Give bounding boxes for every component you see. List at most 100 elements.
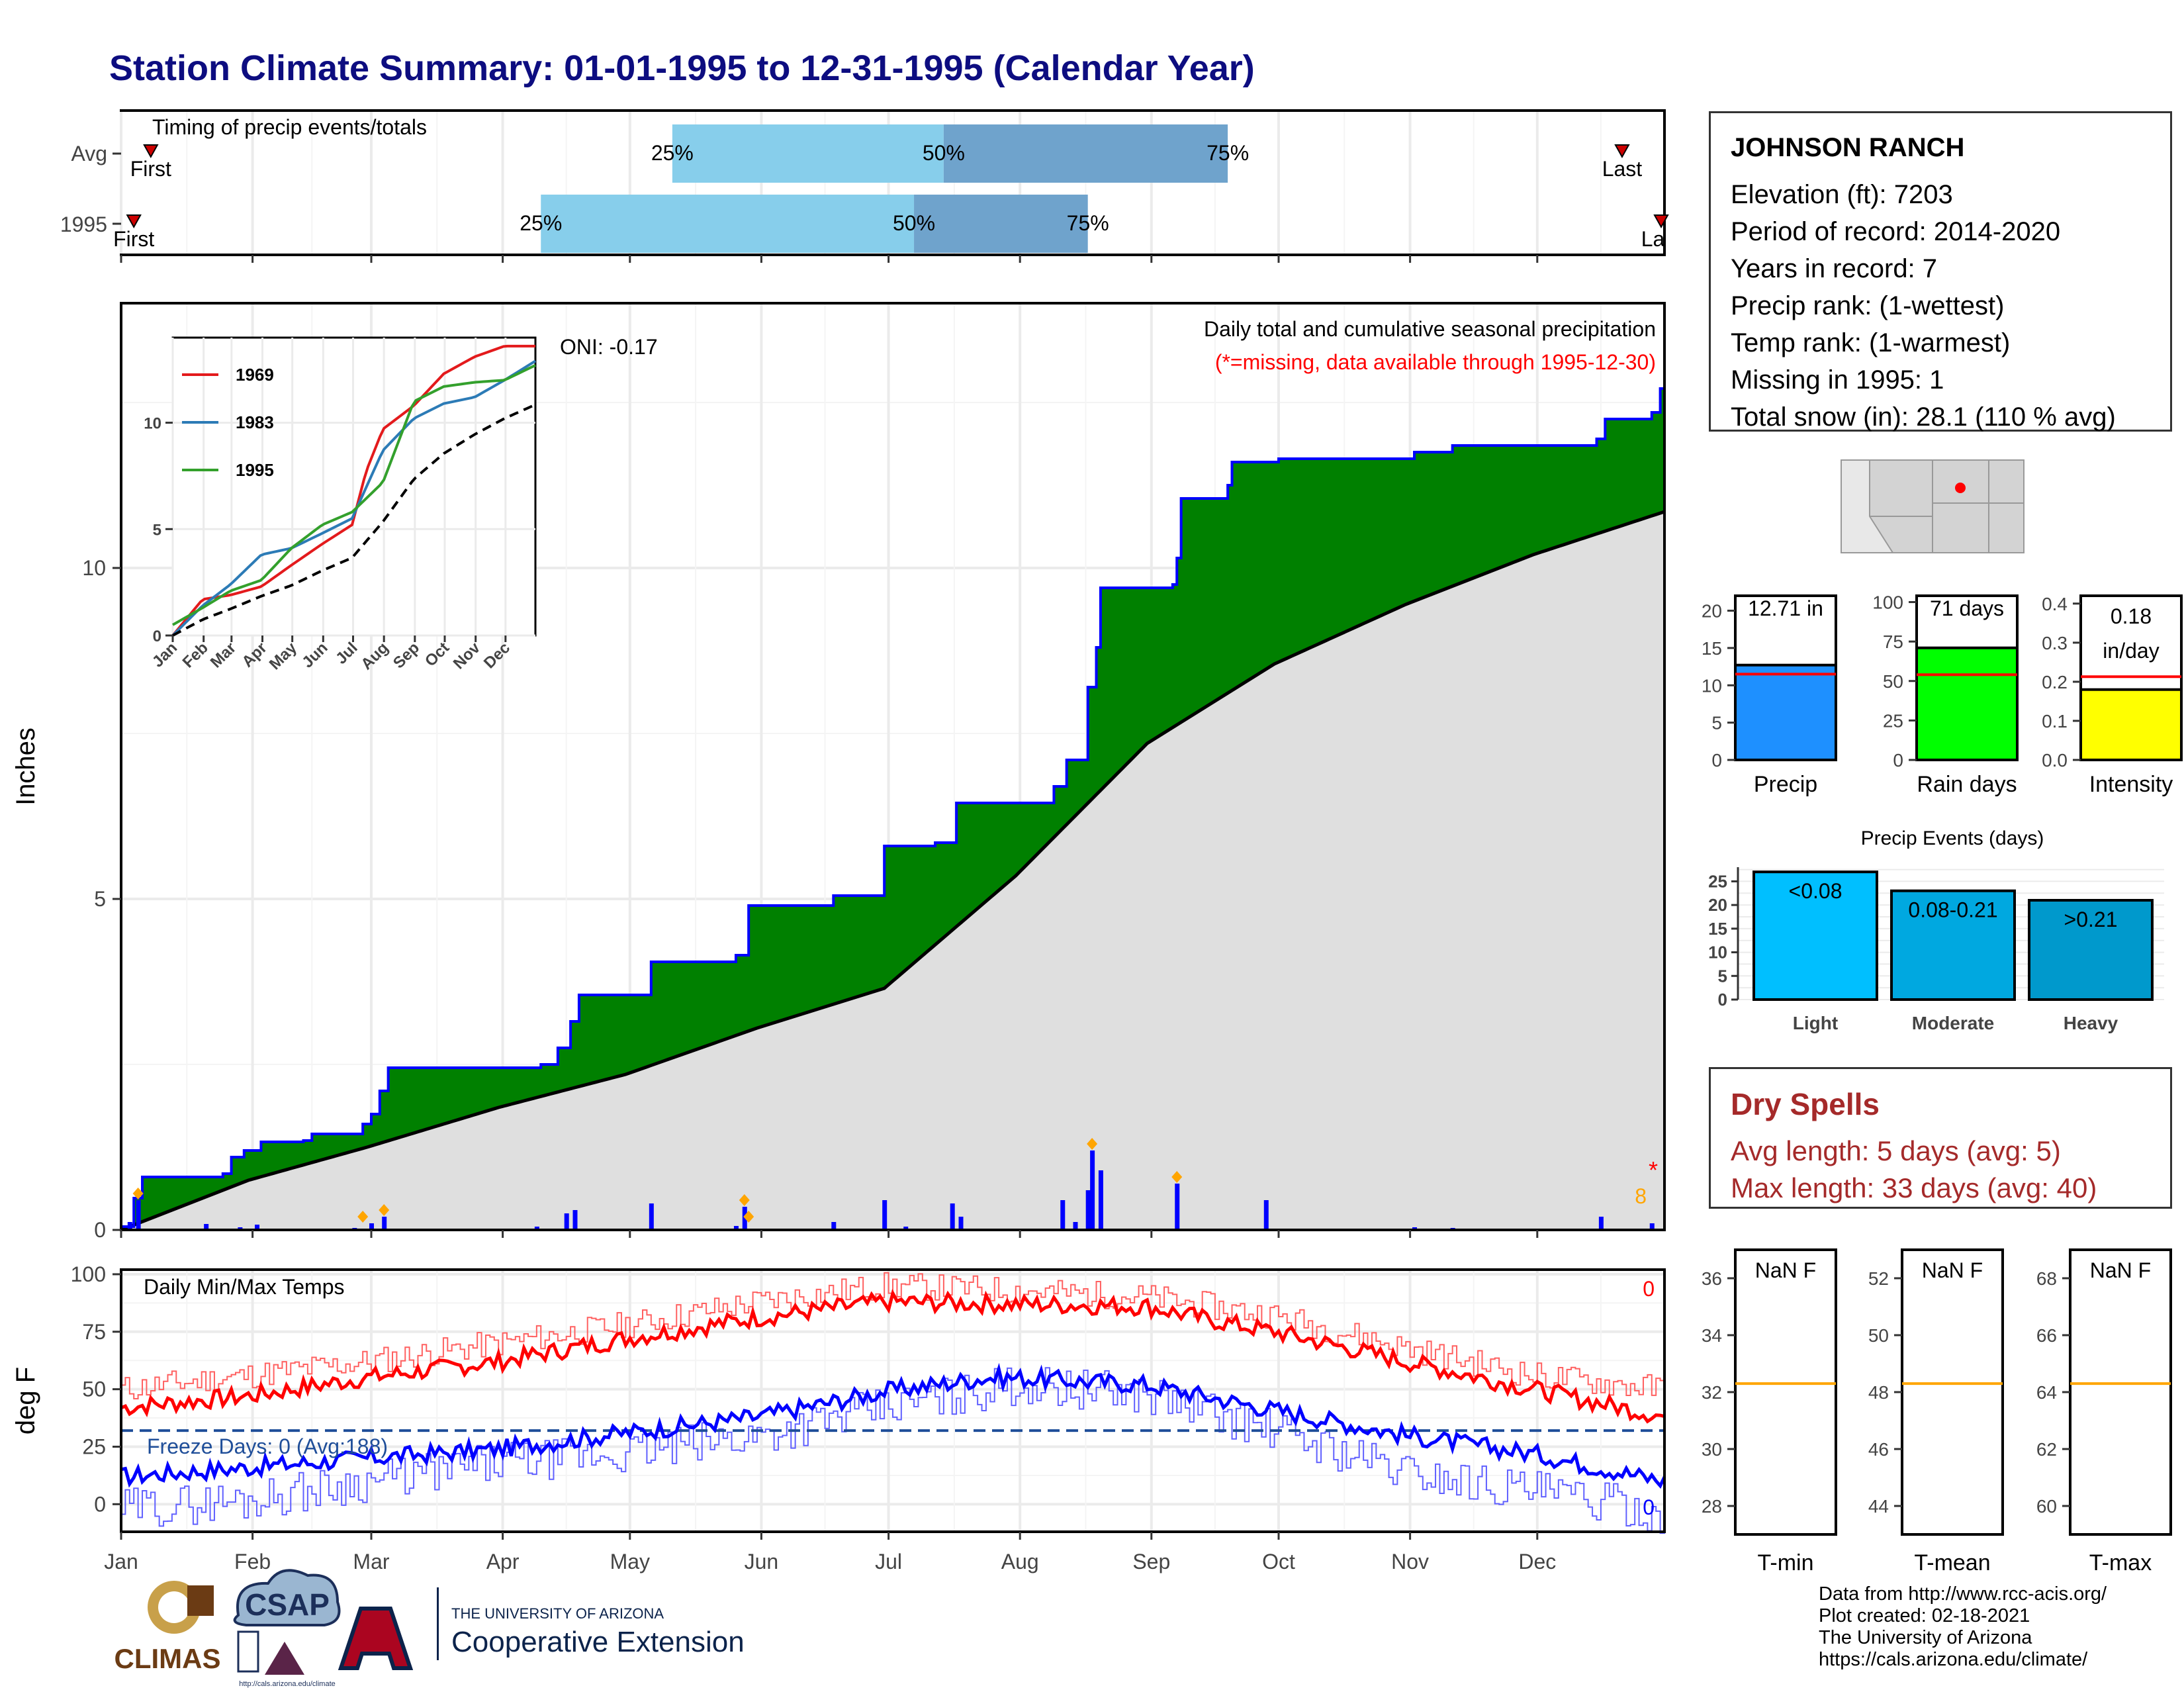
month-label: Jun xyxy=(745,1550,779,1573)
daily-precip-bar xyxy=(136,1200,141,1230)
daily-precip-bar xyxy=(1073,1222,1078,1230)
summary-ytick-label: 15 xyxy=(1702,638,1722,659)
timing-pct-label: 50% xyxy=(923,141,965,165)
timing-bar-q3 xyxy=(943,124,1228,183)
events-ytick-label: 0 xyxy=(1718,990,1727,1009)
snow-marker xyxy=(1087,1138,1098,1150)
temp-rank-T-min: NaN F 28 30 32 34 36 T-min xyxy=(1702,1248,1837,1575)
cumulative-1995-line xyxy=(121,387,1664,1228)
inset-legend-label: 1983 xyxy=(236,412,274,432)
events-bar-label: >0.21 xyxy=(2064,908,2118,931)
precip-annotation-missing: (*=missing, data available through 1995-… xyxy=(1215,350,1656,374)
summary-ytick-label: 0.0 xyxy=(2042,750,2068,771)
tmin-avg-line xyxy=(121,1367,1665,1534)
dry-spells-title: Dry Spells xyxy=(1731,1087,1880,1121)
daily-precip-bar xyxy=(958,1217,964,1230)
summary-ytick-label: 10 xyxy=(1702,675,1722,696)
temp-frame xyxy=(121,1270,1664,1532)
inset-ytick-label: 5 xyxy=(153,521,161,539)
snow-marker xyxy=(739,1194,750,1206)
temp-rank-ytick-label: 46 xyxy=(1868,1439,1889,1460)
temp-ytick-label: 25 xyxy=(82,1434,106,1458)
station-missing: Missing in 1995: 1 xyxy=(1731,365,1944,395)
temp-rank-ytick-label: 66 xyxy=(2036,1325,2057,1346)
inset-ytick-label: 0 xyxy=(153,628,161,645)
svg-text:CSAP: CSAP xyxy=(245,1587,330,1622)
temp-ytick-label: 0 xyxy=(94,1492,106,1516)
daily-precip-bar xyxy=(1060,1200,1066,1230)
events-bar-label: 0.08-0.21 xyxy=(1908,898,1997,922)
first-event-label: First xyxy=(130,157,171,181)
timing-row-avg: Avg xyxy=(71,142,107,165)
precip-ytick-label: 0 xyxy=(94,1218,106,1242)
summary-axis-label: Rain days xyxy=(1917,772,2017,797)
daily-precip-bar xyxy=(1263,1200,1269,1230)
month-label: Feb xyxy=(234,1550,271,1573)
dry-spells-box: Dry Spells Avg length: 5 days (avg: 5) M… xyxy=(1709,1067,2172,1209)
timing-pct-label: 25% xyxy=(651,141,694,165)
temp-rank-ytick-label: 62 xyxy=(2036,1439,2057,1460)
daily-precip-bar xyxy=(1090,1150,1095,1230)
temp-rank-ytick-label: 60 xyxy=(2036,1496,2057,1517)
svg-text:CLIMAS: CLIMAS xyxy=(114,1643,221,1674)
month-label: Nov xyxy=(1391,1550,1429,1573)
summary-ytick-label: 0.4 xyxy=(2042,594,2068,614)
station-precip-rank: Precip rank: (1-wettest) xyxy=(1731,291,2005,320)
temperature-panel: Daily Min/Max Temps Freeze Days: 0 (Avg:… xyxy=(11,1262,1666,1573)
timing-pct-label: 25% xyxy=(520,211,562,235)
precip-ytick-label: 10 xyxy=(82,556,106,580)
location-map xyxy=(1841,459,2025,553)
temp-rank-ytick-label: 50 xyxy=(1868,1325,1889,1346)
daily-precip-bar xyxy=(882,1200,887,1230)
station-marker xyxy=(1955,483,1966,493)
timing-bar-q2 xyxy=(541,195,915,253)
summary-axis-label: Precip xyxy=(1754,772,1817,797)
temp-rank-ytick-label: 34 xyxy=(1702,1325,1722,1346)
snow-count: 8 xyxy=(1635,1184,1647,1208)
station-snow: Total snow (in): 28.1 (110 % avg) xyxy=(1731,402,2116,432)
avg-cumulative-area xyxy=(121,512,1664,1230)
tmax-line xyxy=(120,1288,1665,1424)
inset-series-1983 xyxy=(171,359,537,637)
credits: Data from http://www.rcc-acis.org/ Plot … xyxy=(1819,1583,2107,1671)
precip-ytick-label: 5 xyxy=(94,887,106,911)
station-elevation: Elevation (ft): 7203 xyxy=(1731,180,1953,209)
credit-university: The University of Arizona xyxy=(1819,1627,2032,1648)
events-category-label: Moderate xyxy=(1912,1013,1994,1033)
precip-ylabel: Inches xyxy=(11,727,40,806)
station-info-box: JOHNSON RANCH Elevation (ft): 7203 Perio… xyxy=(1709,111,2172,432)
first-event-label: First xyxy=(113,227,154,251)
timing-bar-q2 xyxy=(672,124,944,183)
events-category-label: Heavy xyxy=(2064,1013,2118,1033)
summary-ytick-label: 20 xyxy=(1702,601,1722,622)
daily-precip-bar xyxy=(1098,1170,1103,1230)
events-ytick-label: 25 xyxy=(1708,871,1727,891)
summary-bar-intensity: 0.0 0.1 0.2 0.3 0.4 0.18 in/day Intensity xyxy=(2042,594,2183,797)
events-category-label: Light xyxy=(1793,1013,1838,1033)
timing-panel: 25% 50% 75% First Last 25% 50% 75% First Last Tim… xyxy=(60,109,1669,263)
summary-ytick-label: 75 xyxy=(1883,632,1903,652)
summary-bar xyxy=(1734,663,1837,761)
summary-bar-precip-total: 0 5 10 15 20 12.71 in Precip xyxy=(1702,594,1837,797)
daily-precip-bar xyxy=(534,1227,539,1230)
ua-logo: THE UNIVERSITY OF ARIZONA Cooperative Ex… xyxy=(338,1587,745,1670)
snow-marker xyxy=(357,1211,369,1223)
dry-spells-max: Max length: 33 days (avg: 40) xyxy=(1731,1172,2097,1203)
summary-ytick-label: 5 xyxy=(1711,713,1722,733)
summary-ytick-label: 0.2 xyxy=(2042,672,2068,692)
snow-marker xyxy=(1171,1171,1183,1183)
month-label: Oct xyxy=(1262,1550,1295,1573)
station-period: Period of record: 2014-2020 xyxy=(1731,217,2061,246)
month-label: May xyxy=(610,1550,650,1573)
summary-bar xyxy=(1915,646,2019,762)
page-title: Station Climate Summary: 01-01-1995 to 1… xyxy=(109,48,1255,88)
credit-url: https://cals.arizona.edu/climate/ xyxy=(1819,1649,2088,1670)
daily-precip-bar xyxy=(831,1222,837,1230)
events-ytick-label: 5 xyxy=(1718,966,1727,986)
daily-precip-bar xyxy=(903,1227,909,1230)
snow-marker xyxy=(743,1211,754,1223)
cumulative-surplus-area xyxy=(121,389,1664,1229)
avg-cumulative-line xyxy=(120,510,1665,1232)
climas-logo: CLIMAS xyxy=(114,1581,221,1674)
